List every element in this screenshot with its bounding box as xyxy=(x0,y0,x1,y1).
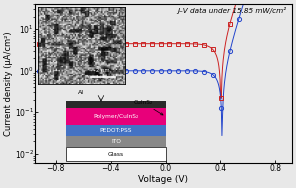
Text: J–V data under 15.85 mW/cm²: J–V data under 15.85 mW/cm² xyxy=(178,7,287,14)
X-axis label: Voltage (V): Voltage (V) xyxy=(139,175,189,184)
Y-axis label: Current density (μA/cm²): Current density (μA/cm²) xyxy=(4,31,13,136)
